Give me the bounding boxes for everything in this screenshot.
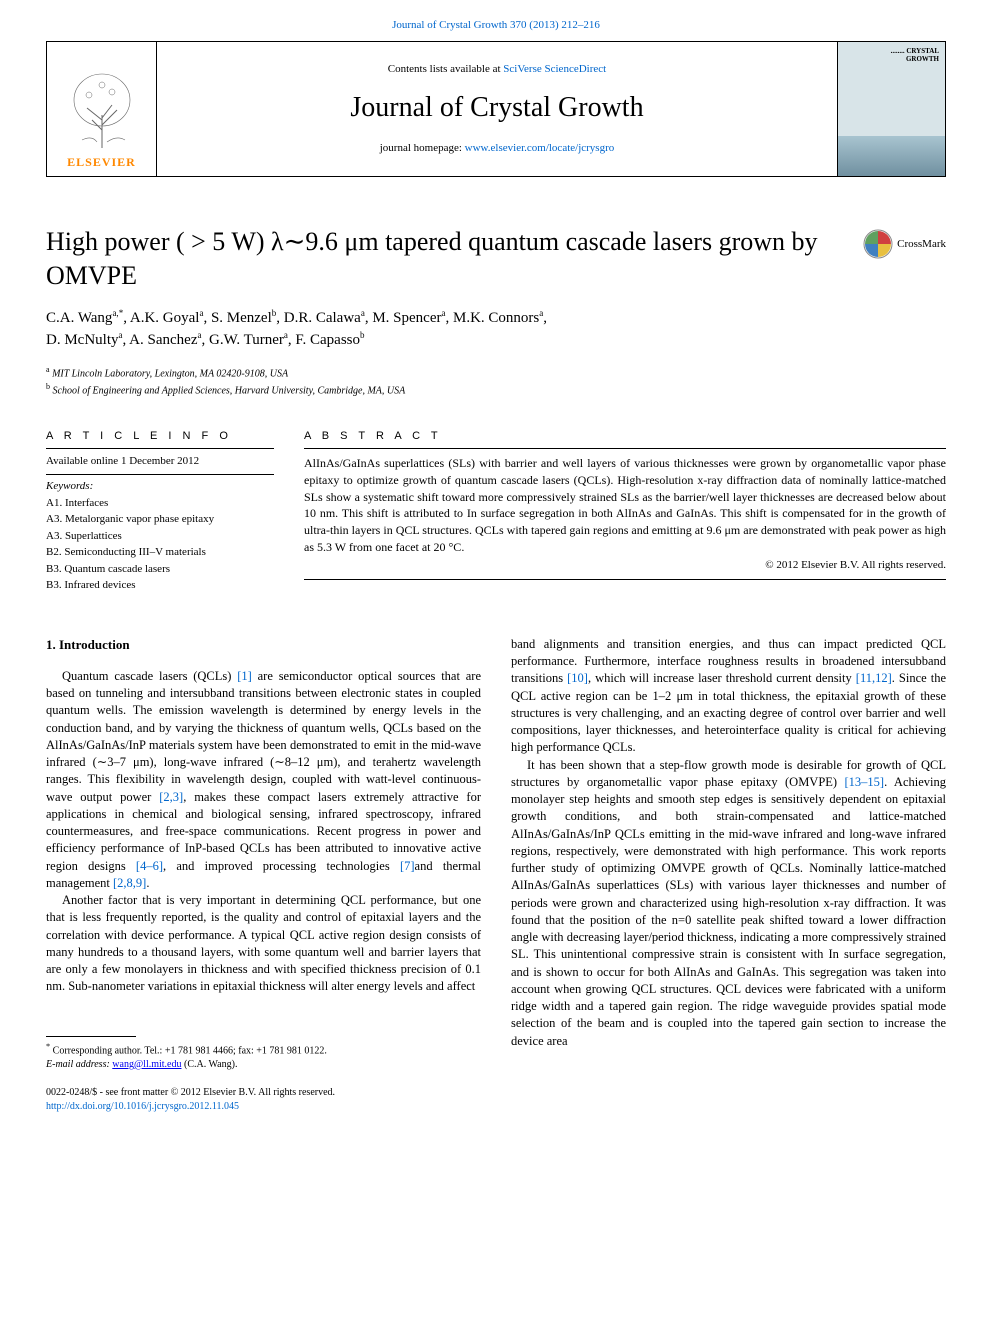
ref-link[interactable]: [10]	[567, 671, 588, 685]
keyword: A1. Interfaces	[46, 495, 274, 512]
article-info-heading: A R T I C L E I N F O	[46, 429, 274, 449]
ref-link[interactable]: [13–15]	[845, 775, 885, 789]
ref-link[interactable]: [7]	[400, 859, 415, 873]
keyword: A3. Metalorganic vapor phase epitaxy	[46, 511, 274, 528]
cover-label: ........ CRYSTALGROWTH	[891, 48, 939, 63]
keyword: B2. Semiconducting III–V materials	[46, 544, 274, 561]
body-paragraph: Another factor that is very important in…	[46, 892, 481, 996]
contents-prefix: Contents lists available at	[388, 63, 503, 75]
homepage-prefix: journal homepage:	[380, 142, 465, 154]
elsevier-tree-icon	[67, 70, 137, 150]
cover-image	[838, 136, 945, 176]
elsevier-logo: ELSEVIER	[47, 42, 157, 176]
crossmark-text: CrossMark	[897, 237, 946, 252]
body-paragraph: band alignments and transition energies,…	[511, 636, 946, 757]
body-column-right: band alignments and transition energies,…	[511, 636, 946, 1114]
abstract-copyright: © 2012 Elsevier B.V. All rights reserved…	[304, 558, 946, 573]
sciencedirect-link[interactable]: SciVerse ScienceDirect	[503, 63, 606, 75]
journal-cover: ........ CRYSTALGROWTH	[837, 42, 945, 176]
ref-link[interactable]: [4–6]	[136, 859, 163, 873]
doi-link[interactable]: http://dx.doi.org/10.1016/j.jcrysgro.201…	[46, 1101, 239, 1112]
keywords-label: Keywords:	[46, 479, 274, 494]
issn-line: 0022-0248/$ - see front matter © 2012 El…	[46, 1087, 335, 1098]
email-label: E-mail address:	[46, 1059, 112, 1070]
homepage-line: journal homepage: www.elsevier.com/locat…	[380, 141, 615, 156]
keyword: B3. Infrared devices	[46, 577, 274, 594]
keyword: B3. Quantum cascade lasers	[46, 561, 274, 578]
header-center: Contents lists available at SciVerse Sci…	[157, 42, 837, 176]
crossmark-badge[interactable]: CrossMark	[863, 229, 946, 259]
affiliations: a MIT Lincoln Laboratory, Lexington, MA …	[46, 364, 946, 399]
keywords-list: A1. Interfaces A3. Metalorganic vapor ph…	[46, 495, 274, 594]
top-citation: Journal of Crystal Growth 370 (2013) 212…	[0, 0, 992, 41]
ref-link[interactable]: [2,8,9]	[113, 876, 146, 890]
journal-header: ELSEVIER Contents lists available at Sci…	[46, 41, 946, 177]
ref-link[interactable]: [2,3]	[159, 790, 183, 804]
available-date: Available online 1 December 2012	[46, 449, 274, 475]
keyword: A3. Superlattices	[46, 528, 274, 545]
authors: C.A. Wanga,*, A.K. Goyala, S. Menzelb, D…	[46, 307, 946, 352]
abstract-rule	[304, 579, 946, 580]
abstract-text: AlInAs/GaInAs superlattices (SLs) with b…	[304, 455, 946, 556]
body-paragraph: Quantum cascade lasers (QCLs) [1] are se…	[46, 668, 481, 892]
footnote: * Corresponding author. Tel.: +1 781 981…	[46, 1041, 481, 1072]
bottom-meta: 0022-0248/$ - see front matter © 2012 El…	[46, 1086, 481, 1114]
journal-name: Journal of Crystal Growth	[350, 88, 643, 127]
abstract-heading: A B S T R A C T	[304, 429, 946, 449]
elsevier-text: ELSEVIER	[67, 154, 136, 171]
top-citation-link[interactable]: Journal of Crystal Growth 370 (2013) 212…	[392, 19, 600, 31]
email-link[interactable]: wang@ll.mit.edu	[112, 1059, 181, 1070]
footnote-rule	[46, 1036, 136, 1037]
article-info: A R T I C L E I N F O Available online 1…	[46, 429, 274, 594]
ref-link[interactable]: [1]	[237, 669, 252, 683]
abstract: A B S T R A C T AlInAs/GaInAs superlatti…	[304, 429, 946, 594]
contents-line: Contents lists available at SciVerse Sci…	[388, 62, 606, 77]
body-paragraph: It has been shown that a step-flow growt…	[511, 757, 946, 1050]
homepage-link[interactable]: www.elsevier.com/locate/jcrysgro	[465, 142, 615, 154]
ref-link[interactable]: [11,12]	[856, 671, 892, 685]
article-title: High power ( > 5 W) λ∼9.6 μm tapered qua…	[46, 225, 843, 293]
crossmark-icon	[863, 229, 893, 259]
body-column-left: 1. Introduction Quantum cascade lasers (…	[46, 636, 481, 1114]
section-heading: 1. Introduction	[46, 636, 481, 654]
body-columns: 1. Introduction Quantum cascade lasers (…	[46, 636, 946, 1114]
